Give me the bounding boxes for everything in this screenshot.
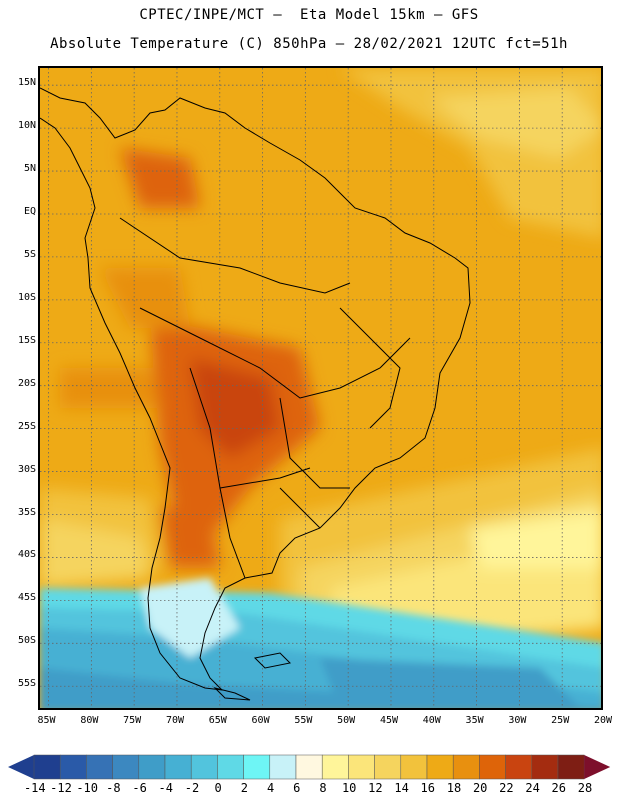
- colorbar-tick--4: -4: [158, 781, 174, 795]
- lon-label-25W: 25W: [551, 715, 570, 726]
- colorbar-swatch-6: [190, 754, 218, 780]
- colorbar-tick-26: 26: [551, 781, 567, 795]
- colorbar-tick-18: 18: [446, 781, 462, 795]
- colorbar-tick--10: -10: [76, 781, 99, 795]
- lon-label-65W: 65W: [208, 715, 227, 726]
- lon-label-45W: 45W: [379, 715, 399, 726]
- lon-label-55W: 55W: [294, 715, 313, 726]
- colorbar-swatch-1: [59, 754, 87, 780]
- lat-label-5N: 5N: [23, 163, 36, 175]
- colorbar-tick-22: 22: [499, 781, 514, 795]
- colorbar-tick-2: 2: [240, 781, 248, 795]
- colorbar-swatch-9: [269, 754, 297, 780]
- colorbar-swatch-5: [164, 754, 192, 780]
- colorbar-swatch-19: [531, 754, 559, 780]
- lon-label-80W: 80W: [80, 715, 99, 726]
- lon-label-85W: 85W: [37, 715, 56, 726]
- map-canvas: [40, 68, 601, 708]
- lat-label-20S: 20S: [17, 377, 36, 389]
- colorbar-swatch-18: [505, 754, 533, 780]
- colorbar-swatch-2: [86, 754, 113, 780]
- chart-title-line1: CPTEC/INPE/MCT – Eta Model 15km – GFS: [139, 7, 479, 23]
- colorbar-tick-10: 10: [341, 781, 357, 795]
- colorbar-swatch-13: [374, 754, 402, 780]
- colorbar-swatch-14: [400, 754, 428, 780]
- lat-label-30S: 30S: [17, 463, 36, 475]
- colorbar-swatch-3: [112, 754, 140, 780]
- lat-label-40S: 40S: [17, 549, 36, 561]
- colorbar-swatch-16: [452, 754, 480, 780]
- colorbar-min-arrow: [8, 755, 34, 779]
- gridlines: [40, 68, 601, 708]
- colorbar-tick--2: -2: [184, 781, 200, 795]
- lat-label-25S: 25S: [17, 420, 36, 432]
- lat-label-10S: 10S: [17, 291, 36, 303]
- lat-label-10N: 10N: [17, 120, 36, 132]
- colorbar-swatch-7: [217, 754, 244, 780]
- colorbar-tick-14: 14: [394, 781, 409, 795]
- colorbar-tick-8: 8: [319, 781, 327, 795]
- colorbar-max-arrow: [584, 755, 611, 779]
- lon-label-75W: 75W: [123, 715, 142, 726]
- colorbar-tick-24: 24: [525, 781, 540, 795]
- lon-label-35W: 35W: [465, 715, 484, 726]
- lat-label-15N: 15N: [17, 77, 36, 89]
- colorbar-tick-6: 6: [293, 781, 301, 795]
- lon-label-70W: 70W: [165, 715, 184, 726]
- lon-label-20W: 20W: [593, 715, 613, 726]
- lat-label-50S: 50S: [17, 635, 36, 647]
- colorbar-tick-12: 12: [368, 781, 383, 795]
- colorbar-tick--8: -8: [106, 781, 121, 795]
- lon-label-60W: 60W: [251, 715, 270, 726]
- lon-label-40W: 40W: [422, 715, 441, 726]
- lat-label-5S: 5S: [23, 248, 36, 260]
- colorbar-swatch-11: [321, 754, 349, 780]
- colorbar-swatch-0: [33, 754, 61, 780]
- colorbar-swatch-12: [348, 754, 375, 780]
- lat-label-15S: 15S: [17, 334, 36, 346]
- colorbar-swatch-15: [426, 754, 454, 780]
- lon-label-50W: 50W: [337, 715, 356, 726]
- temperature-field: [40, 68, 601, 708]
- colorbar-swatch-8: [243, 754, 271, 780]
- lon-label-30W: 30W: [508, 715, 527, 726]
- chart-title-line2: Absolute Temperature (C) 850hPa – 28/02/…: [50, 36, 568, 52]
- colorbar-swatch-17: [479, 754, 506, 780]
- lat-label-55S: 55S: [17, 678, 36, 690]
- coastlines: [40, 87, 471, 701]
- colorbar-tick-16: 16: [420, 781, 436, 795]
- lat-label-45S: 45S: [17, 592, 36, 604]
- colorbar-tick-28: 28: [577, 781, 593, 795]
- temperature-map: [38, 66, 603, 710]
- colorbar-tick--12: -12: [50, 781, 72, 795]
- colorbar-tick-20: 20: [472, 781, 488, 795]
- colorbar-swatch-20: [557, 754, 585, 780]
- colorbar: [8, 754, 611, 780]
- colorbar-swatch-4: [138, 754, 166, 780]
- colorbar-tick--6: -6: [132, 781, 147, 795]
- colorbar-tick--14: -14: [23, 781, 46, 795]
- colorbar-tick-0: 0: [214, 781, 222, 795]
- colorbar-tick-4: 4: [266, 781, 275, 795]
- lat-label-35S: 35S: [17, 506, 36, 518]
- colorbar-swatch-10: [295, 754, 323, 780]
- lat-label-EQ: EQ: [23, 205, 36, 217]
